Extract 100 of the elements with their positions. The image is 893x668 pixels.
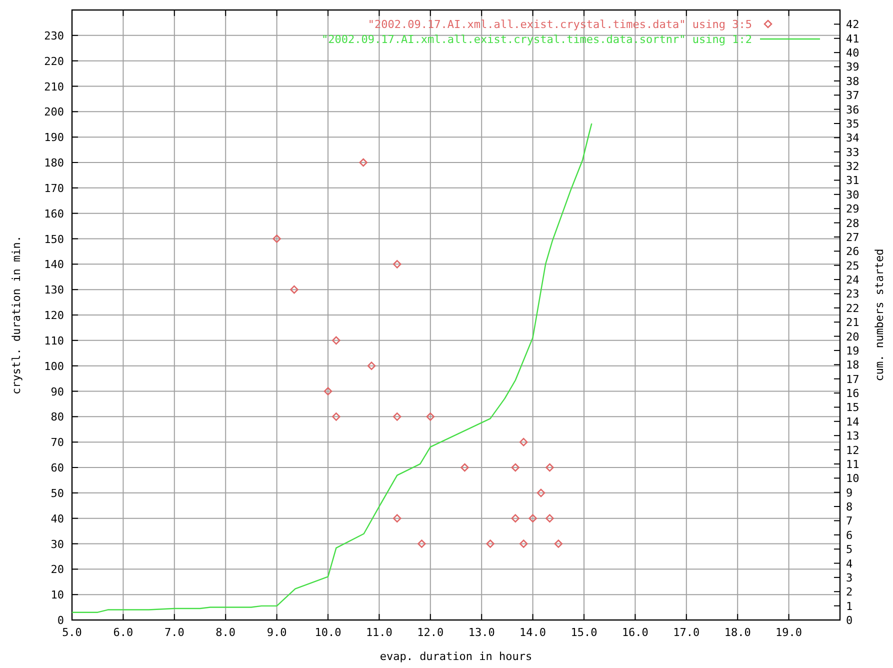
point <box>460 463 469 472</box>
point <box>528 514 537 522</box>
y2-tick-label: 16 <box>846 387 860 400</box>
y2-tick-label: 40 <box>846 46 860 60</box>
y-tick-label: 180 <box>44 156 64 170</box>
y-axis-title: crystl. duration in min. <box>10 236 23 394</box>
x-tick-label: 5.0 <box>62 626 82 639</box>
x-tick-label: 6.0 <box>113 626 134 639</box>
line-series <box>71 122 592 613</box>
y-tick-label: 150 <box>44 232 64 246</box>
point <box>519 540 528 548</box>
y-tick-label: 60 <box>50 462 64 474</box>
point <box>418 540 426 548</box>
point <box>511 514 520 522</box>
x-tick-label: 19.0 <box>776 626 802 639</box>
y2-tick-label: 28 <box>846 216 860 230</box>
y2-tick-label: 13 <box>846 430 860 443</box>
text: "2002.09.17.AI.xml.all.exist.crystal.times.data.sortnr" using 1:2 <box>322 33 752 46</box>
y-tick-label: 220 <box>44 54 64 68</box>
x-axis-title: evap. duration in hours <box>380 650 532 663</box>
y2-tick-label: 26 <box>846 245 860 258</box>
y-tick-label: 110 <box>44 334 64 348</box>
point <box>519 438 528 446</box>
x-tick-label: 12.0 <box>417 626 444 639</box>
y2-tick-label: 2 <box>846 586 853 599</box>
point <box>359 158 368 167</box>
y2-tick-label: 35 <box>846 117 860 130</box>
y2-tick-label: 31 <box>846 174 860 188</box>
y-tick-label: 130 <box>44 284 64 297</box>
y-tick-label: 190 <box>44 131 64 144</box>
y2-axis-title: cum. numbers started <box>873 248 886 382</box>
y-tick-label: 140 <box>44 258 64 272</box>
y-tick-label: 100 <box>44 360 64 373</box>
point <box>332 336 340 345</box>
y2-tick-label: 37 <box>846 89 860 102</box>
y2-tick-label: 7 <box>846 514 853 528</box>
y2-tick-label: 3 <box>846 571 853 584</box>
y-tick-label: 230 <box>44 29 64 42</box>
x-tick-label: 10.0 <box>314 626 342 639</box>
y-tick-label: 210 <box>44 80 64 94</box>
y2-tick-label: 9 <box>846 486 853 500</box>
point <box>290 285 298 294</box>
x-tick-label: 8.0 <box>216 626 236 639</box>
y2-tick-label: 41 <box>846 32 860 46</box>
y2-tick-label: 29 <box>846 202 860 216</box>
y2-tick-label: 39 <box>846 60 860 74</box>
y2-tick-label: 30 <box>846 188 860 202</box>
y2-tick-label: 33 <box>846 146 860 159</box>
point <box>392 514 402 522</box>
y2-tick-label: 8 <box>846 500 853 514</box>
y2-tick-label: 19 <box>846 344 860 358</box>
y2-tick-label: 24 <box>846 274 860 287</box>
point <box>554 540 563 548</box>
y-tick-label: 90 <box>50 385 64 398</box>
x-tick-label: 16.0 <box>622 626 648 639</box>
y-tick-label: 80 <box>50 410 64 424</box>
point <box>546 514 554 522</box>
x-tick-label: 17.0 <box>673 626 700 639</box>
y-tick-label: 0 <box>57 614 64 627</box>
y-tick-label: 40 <box>50 512 64 526</box>
y-tick-label: 30 <box>50 538 64 551</box>
y-tick-label: 20 <box>50 563 64 576</box>
y2-tick-label: 4 <box>846 557 853 570</box>
y2-tick-label: 22 <box>846 302 860 315</box>
y2-tick-label: 14 <box>846 415 860 428</box>
point <box>272 234 281 243</box>
point <box>536 488 546 498</box>
x-tick-label: 13.0 <box>468 626 495 639</box>
point <box>426 412 435 421</box>
point <box>324 387 332 396</box>
y-tick-label: 160 <box>44 207 64 220</box>
y-tick-label: 120 <box>44 309 64 322</box>
y2-tick-label: 21 <box>846 316 860 330</box>
y2-tick-label: 10 <box>846 472 860 486</box>
point <box>392 260 402 268</box>
y2-tick-label: 1 <box>846 600 853 613</box>
y2-tick-label: 20 <box>846 330 860 344</box>
y2-tick-label: 27 <box>846 230 860 244</box>
y2-tick-label: 34 <box>846 132 860 145</box>
point <box>546 463 554 472</box>
y2-tick-label: 5 <box>846 543 853 556</box>
x-tick-label: 15.0 <box>570 626 598 639</box>
x-tick-label: 11.0 <box>366 626 392 639</box>
point <box>392 412 402 421</box>
y2-tick-label: 11 <box>846 458 860 471</box>
point <box>511 463 520 472</box>
y2-tick-label: 25 <box>846 259 860 272</box>
y2-tick-label: 42 <box>846 18 860 32</box>
y-tick-label: 170 <box>44 182 64 195</box>
y2-tick-label: 12 <box>846 444 860 457</box>
point <box>367 362 376 370</box>
y2-tick-label: 6 <box>846 528 853 542</box>
point <box>486 540 494 548</box>
x-tick-label: 14.0 <box>520 626 546 639</box>
y2-tick-label: 0 <box>846 614 853 627</box>
y2-tick-label: 17 <box>846 372 860 386</box>
x-tick-label: 9.0 <box>266 626 287 639</box>
y2-tick-label: 38 <box>846 74 860 88</box>
y-tick-label: 50 <box>50 486 64 500</box>
x-tick-label: 18.0 <box>724 626 751 639</box>
